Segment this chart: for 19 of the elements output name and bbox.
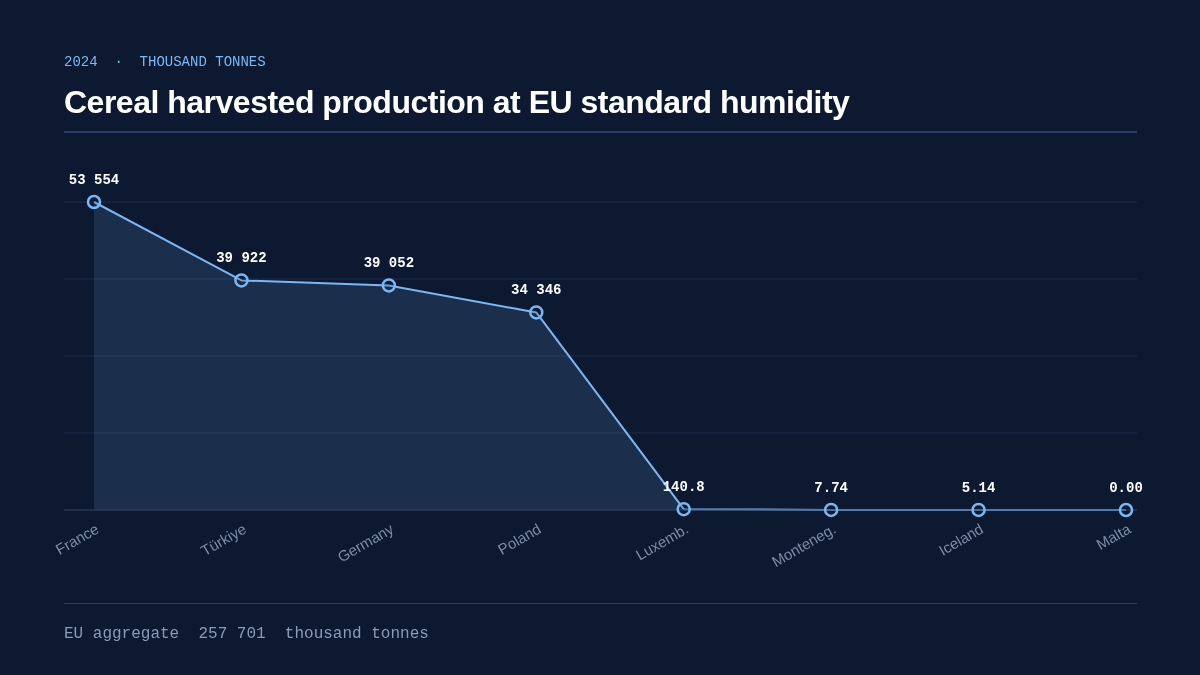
- point: [234, 273, 249, 288]
- x-tick-label: Malta: [1093, 519, 1135, 553]
- point: [381, 278, 397, 293]
- chart-title: Cereal harvested production at EU standard humidity: [64, 84, 850, 121]
- point: [971, 502, 986, 518]
- chart-subtitle: 2024 · THOUSAND TONNES: [64, 54, 266, 70]
- text: EU aggregate 257 701 thousand tonnes: [64, 625, 429, 643]
- data-label: 7.74: [814, 479, 848, 496]
- point: [529, 305, 544, 320]
- point: [1118, 502, 1134, 518]
- data-label: 39 922: [216, 250, 267, 267]
- point: [676, 501, 691, 517]
- data-label: 5.14: [961, 479, 996, 496]
- data-label: 39 052: [363, 255, 415, 272]
- data-label: 53 554: [68, 172, 120, 188]
- data-label: 0.00: [1109, 480, 1143, 496]
- data-label: 34 346: [511, 282, 562, 299]
- point: [823, 502, 839, 518]
- point: [86, 194, 102, 210]
